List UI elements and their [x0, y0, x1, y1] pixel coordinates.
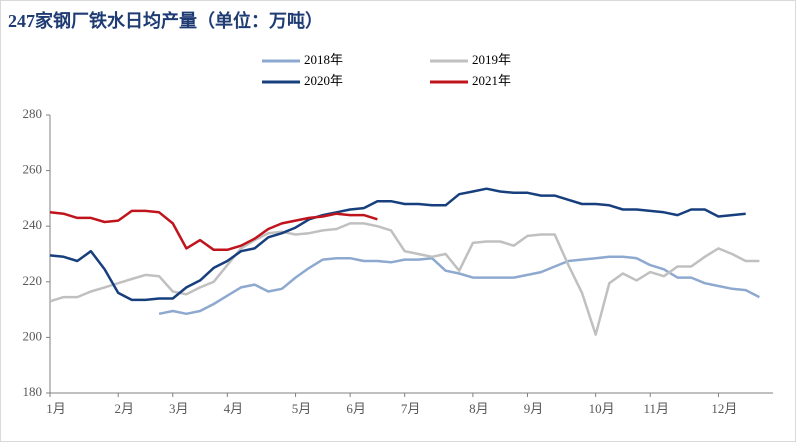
series-line: [49, 187, 746, 302]
x-tick-label: 12月: [711, 401, 737, 416]
series-line: [49, 222, 760, 336]
legend-label: 2018年: [304, 52, 343, 67]
legend-label: 2021年: [472, 73, 511, 88]
x-tick-label: 1月: [46, 401, 66, 416]
legend-label: 2020年: [304, 73, 343, 88]
x-tick-label: 8月: [469, 401, 489, 416]
y-tick-label: 220: [23, 273, 43, 288]
series-line: [158, 255, 760, 316]
chart-title: 247家钢厂铁水日均产量（单位：万吨）: [8, 10, 323, 31]
y-tick-label: 280: [23, 106, 43, 121]
y-tick-label: 260: [23, 162, 43, 177]
x-tick-label: 2月: [114, 401, 134, 416]
x-tick-label: 7月: [401, 401, 421, 416]
legend-label: 2019年: [472, 52, 511, 67]
y-tick-label: 240: [23, 217, 43, 232]
y-tick-label: 200: [23, 328, 43, 343]
x-tick-label: 6月: [346, 401, 366, 416]
x-tick-label: 4月: [224, 401, 244, 416]
x-tick-label: 5月: [292, 401, 312, 416]
x-tick-label: 10月: [589, 401, 615, 416]
series-line: [49, 209, 378, 252]
x-tick-label: 3月: [169, 401, 189, 416]
x-tick-label: 11月: [643, 401, 669, 416]
y-tick-label: 180: [23, 384, 43, 399]
x-tick-label: 9月: [524, 401, 544, 416]
